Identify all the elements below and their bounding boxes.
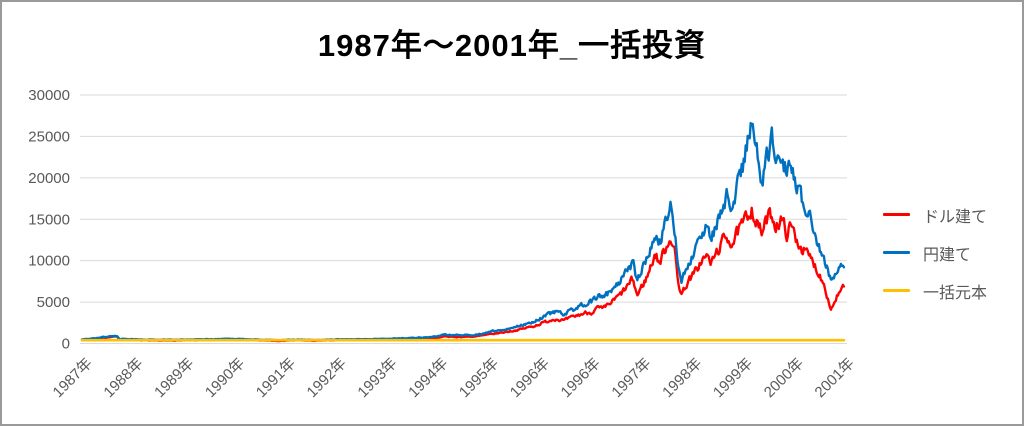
series-line-dollar: [80, 206, 846, 343]
x-tick-label: 2000年: [761, 355, 807, 401]
x-tick-label: 1990年: [202, 355, 248, 401]
chart-title: 1987年～2001年_一括投資: [317, 28, 707, 63]
x-tick-label: 1995年: [456, 355, 502, 401]
x-tick-label: 1998年: [659, 355, 705, 401]
x-tick-label: 1987年: [50, 355, 96, 401]
x-tick-label: 1996年: [507, 355, 553, 401]
legend-label: 円建て: [923, 246, 972, 264]
y-tick-label: 10000: [28, 253, 70, 270]
x-tick-label: 1991年: [253, 355, 299, 401]
series-line-yen: [80, 121, 846, 342]
x-tick-label: 1988年: [100, 355, 146, 401]
y-tick-label: 15000: [28, 211, 70, 228]
x-tick-label: 1994年: [405, 355, 451, 401]
x-tick-label: 1997年: [608, 355, 654, 401]
x-tick-label: 1999年: [710, 355, 756, 401]
y-tick-label: 5000: [37, 294, 70, 311]
y-tick-label: 0: [62, 336, 70, 353]
legend-marker-icon: [883, 289, 910, 292]
y-tick-label: 20000: [28, 170, 70, 187]
legend-label: ドル建て: [923, 208, 988, 226]
legend-item-dollar: ドル建て: [883, 204, 988, 226]
x-tick-label: 1993年: [354, 355, 400, 401]
y-tick-label: 25000: [28, 128, 70, 145]
legend-item-principal: 一括元本: [883, 280, 988, 302]
legend-marker-icon: [883, 213, 910, 216]
legend-label: 一括元本: [923, 284, 988, 302]
legend-marker-icon: [883, 251, 910, 254]
x-tick-label: 1992年: [304, 355, 350, 401]
x-tick-label: 2001年: [812, 355, 858, 401]
y-tick-label: 30000: [28, 87, 70, 104]
legend-item-yen: 円建て: [883, 242, 987, 264]
legend: ドル建て円建て一括元本: [883, 204, 988, 302]
x-tick-label: 1996年: [558, 355, 604, 401]
x-tick-label: 1989年: [151, 355, 197, 401]
